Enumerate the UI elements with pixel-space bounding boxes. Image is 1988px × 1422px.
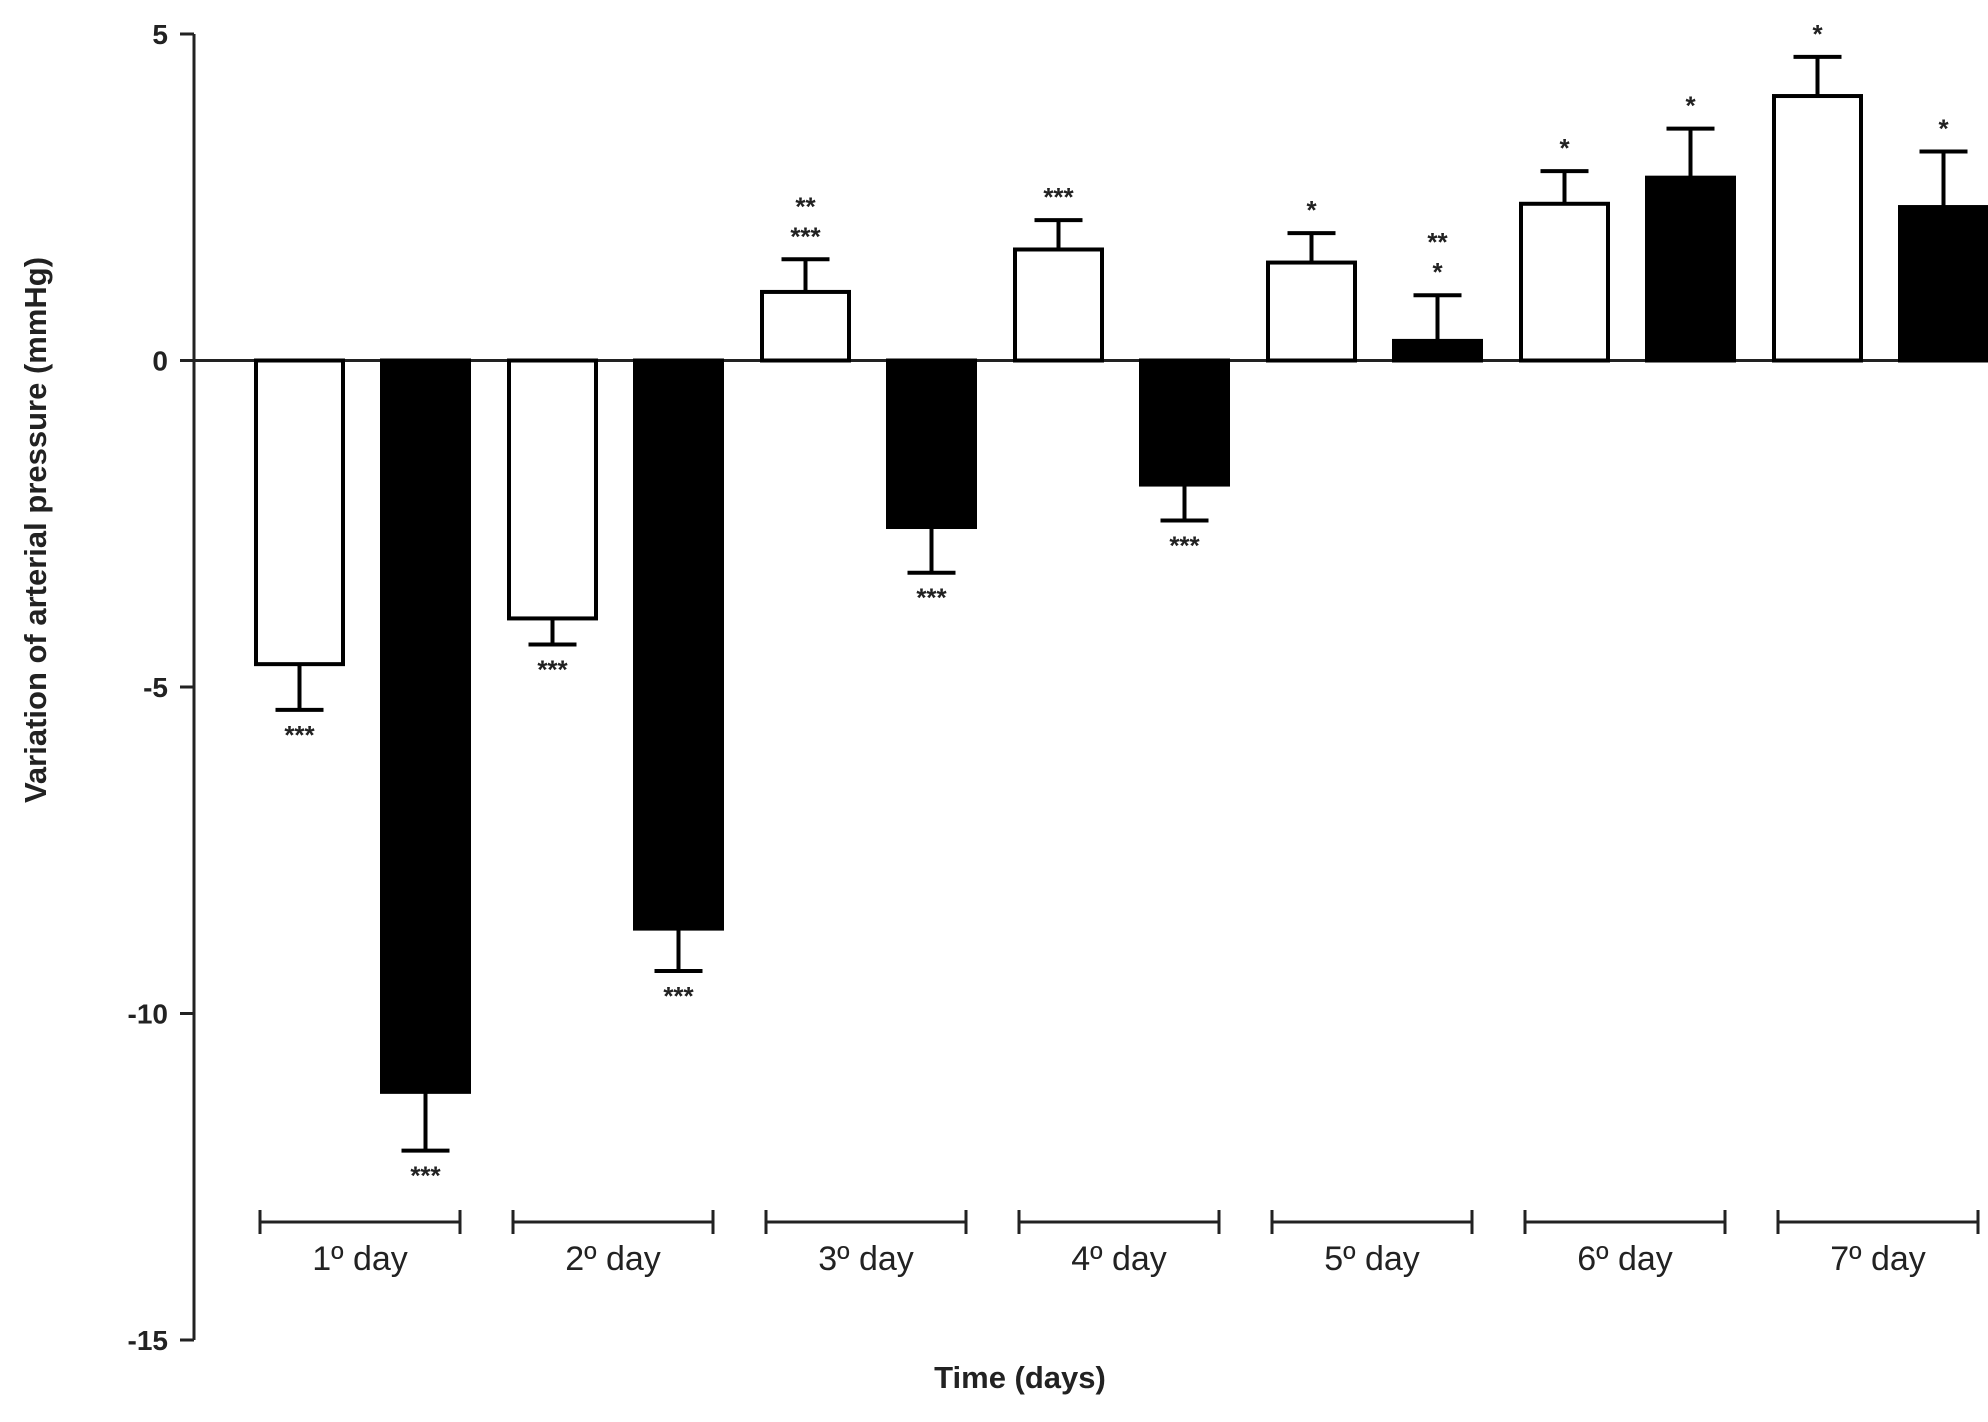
bar-2-4	[1139, 358, 1230, 487]
significance-label: **	[1427, 227, 1448, 257]
category-label: 7º day	[1830, 1240, 1926, 1278]
significance-label: **	[795, 191, 816, 221]
bar-1-7	[1772, 94, 1863, 363]
significance-label: ***	[1169, 530, 1200, 560]
bar-1-3	[760, 289, 851, 363]
bar-1-6	[1519, 201, 1610, 363]
category-label: 5º day	[1324, 1240, 1420, 1278]
category-label: 2º day	[565, 1240, 661, 1278]
significance-label: ***	[410, 1161, 441, 1191]
y-tick-label: -15	[128, 1325, 168, 1356]
x-axis-title: Time (days)	[934, 1360, 1106, 1395]
significance-label: *	[1559, 133, 1570, 163]
bars: **********************************	[254, 19, 1988, 1191]
significance-label: ***	[1043, 182, 1074, 212]
significance-label: ***	[916, 583, 947, 613]
category-label: 1º day	[312, 1240, 408, 1278]
bar-1-5	[1266, 260, 1357, 363]
significance-label: ***	[790, 221, 821, 251]
y-axis-title: Variation of arterial pressure (mmHg)	[18, 257, 53, 803]
bar-1-2	[507, 358, 598, 621]
y-tick-label: -5	[143, 672, 168, 703]
category-brackets: 1º day 2º day 3º day 4º day 5º day 6º day 7º d…	[258, 1210, 1980, 1278]
y-tick-label: 0	[152, 346, 168, 377]
significance-label: *	[1306, 195, 1317, 225]
bar-2-1	[380, 358, 471, 1094]
bar-2-5	[1392, 338, 1483, 363]
category-label: 3º day	[818, 1240, 914, 1278]
bar-1-4	[1013, 247, 1104, 363]
significance-label: *	[1812, 19, 1823, 49]
significance-label: *	[1432, 257, 1443, 287]
category-label: 4º day	[1071, 1240, 1167, 1278]
bar-2-6	[1645, 175, 1736, 363]
significance-label: *	[1938, 114, 1949, 144]
significance-label: ***	[663, 981, 694, 1011]
y-tick-label: -10	[128, 999, 168, 1030]
significance-label: ***	[284, 720, 315, 750]
bar-2-2	[633, 358, 724, 931]
bar-2-7	[1898, 205, 1988, 363]
bar-1-1	[254, 358, 345, 667]
significance-label: ***	[537, 655, 568, 685]
bar-2-3	[886, 358, 977, 530]
significance-label: *	[1685, 91, 1696, 121]
y-tick-label: 5	[152, 19, 168, 50]
category-label: 6º day	[1577, 1240, 1673, 1278]
